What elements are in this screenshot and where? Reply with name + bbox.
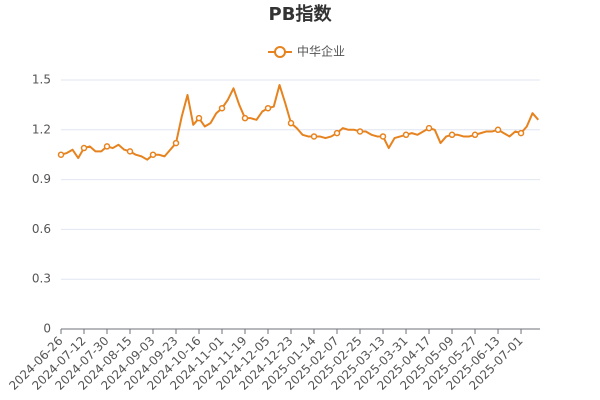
point bbox=[494, 126, 502, 134]
point bbox=[264, 104, 272, 112]
point bbox=[448, 131, 456, 139]
y-tick-label: 0 bbox=[43, 322, 51, 336]
point bbox=[287, 119, 295, 127]
legend-symbol bbox=[274, 46, 286, 58]
point bbox=[517, 129, 525, 137]
line bbox=[60, 83, 540, 161]
chart-title: PB指数 bbox=[269, 3, 333, 25]
y-tick-label: 1.5 bbox=[32, 73, 51, 87]
point bbox=[149, 151, 157, 158]
point bbox=[425, 124, 433, 132]
y-tick-label: 0.3 bbox=[32, 272, 51, 286]
point bbox=[80, 144, 88, 152]
point bbox=[402, 131, 410, 139]
y-tick-label: 0.6 bbox=[32, 222, 51, 236]
point bbox=[126, 148, 134, 155]
point bbox=[195, 114, 203, 122]
point bbox=[333, 129, 341, 137]
point bbox=[103, 143, 111, 150]
point bbox=[471, 131, 479, 139]
legend-label: 中华企业 bbox=[297, 44, 345, 59]
point bbox=[172, 139, 180, 147]
point bbox=[310, 133, 318, 140]
point bbox=[356, 128, 364, 135]
point bbox=[379, 133, 387, 140]
y-tick-label: 0.9 bbox=[32, 172, 51, 186]
point bbox=[241, 114, 249, 122]
point bbox=[57, 151, 65, 158]
y-tick-label: 1.2 bbox=[32, 122, 51, 136]
point bbox=[218, 104, 226, 112]
